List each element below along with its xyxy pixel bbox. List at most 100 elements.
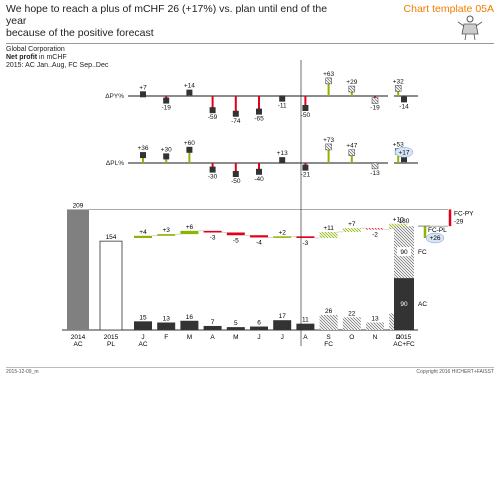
month-bar	[250, 326, 268, 330]
delta-py-pin-label: -74	[231, 118, 241, 125]
plan-delta-label: +7	[348, 221, 356, 228]
delta-pl-pin-head	[325, 143, 332, 151]
result-axis-label-2: AC+FC	[393, 341, 415, 348]
plan-delta-bar	[180, 230, 199, 235]
delta-pl-pin-label: -30	[208, 174, 218, 181]
headline: We hope to reach a plus of mCHF 26 (+17%…	[6, 3, 328, 39]
chart-template-label: Chart template 05A	[403, 3, 494, 15]
delta-py-pin-head	[394, 85, 402, 92]
delta-pl-label: ΔPL%	[106, 160, 124, 167]
plan-delta-bar	[319, 231, 338, 238]
delta-py-pin-head	[279, 95, 286, 102]
delta-py-label: ΔPY%	[105, 93, 124, 100]
delta-py-pin-label: -19	[161, 105, 171, 112]
delta-pl-pin-head	[256, 168, 262, 175]
month-axis-label: F	[164, 334, 168, 341]
month-axis-label: N	[373, 334, 378, 341]
delta-pl-pin-head	[163, 153, 170, 160]
plan-delta-bar	[342, 228, 361, 232]
delta-py-pin-label: +14	[184, 83, 195, 90]
plan-delta-label: -4	[256, 239, 262, 246]
plan-delta-bar	[366, 228, 384, 230]
delta-py-pin-label: +32	[393, 78, 404, 85]
delta-pl-pin-label: +60	[184, 140, 195, 147]
delta-py-pin-head	[140, 91, 146, 98]
delta-pl-pin-label: +36	[137, 145, 148, 152]
delta-py-pin-label: -59	[208, 114, 218, 121]
fc-pl-value: +26	[429, 235, 440, 242]
result-ac-bar	[394, 278, 414, 330]
plan-total-label: 154	[106, 234, 117, 241]
delta-pl-pin-head	[186, 146, 193, 153]
delta-py-pin-label: -50	[301, 112, 311, 119]
month-bar	[366, 322, 384, 330]
month-value-label: 22	[348, 310, 356, 317]
plan-delta-bar	[203, 230, 222, 233]
delta-py-pin-label: +63	[323, 71, 334, 78]
py-axis-label-2: AC	[73, 341, 82, 348]
plan-delta-label: +2	[278, 229, 286, 236]
month-axis-label: O	[349, 334, 354, 341]
period-text: 2015: AC Jan..Aug, FC Sep..Dec	[6, 62, 109, 69]
delta-py-pin-label: -65	[254, 116, 264, 123]
plan-delta-bar	[250, 235, 268, 238]
delta-pl-total-label: +17	[398, 149, 409, 156]
plan-axis-label-1: 2015	[104, 334, 119, 341]
plan-delta-label: -2	[372, 232, 378, 239]
month-bar	[180, 320, 199, 330]
month-axis-label: M	[187, 334, 192, 341]
measure-unit: in mCHF	[37, 54, 67, 61]
plan-delta-label: +10	[393, 217, 404, 224]
delta-pl-pin-label: +30	[161, 146, 172, 153]
delta-pl-pin-label: -21	[301, 172, 311, 179]
delta-pl-pin-label: -13	[370, 170, 380, 177]
plan-delta-label: +11	[323, 225, 334, 232]
footer-date: 2015-12-09_m	[6, 369, 39, 375]
result-ac-value: 90	[400, 301, 408, 308]
delta-pl-pin-head	[348, 149, 356, 156]
delta-pl-pin-head	[371, 162, 379, 170]
py-total-bar	[67, 209, 89, 330]
plan-delta-label: -5	[233, 237, 239, 244]
result-ac-tag: AC	[418, 301, 427, 308]
month-axis-label: A	[303, 334, 308, 341]
month-axis-label: J	[257, 334, 260, 341]
month-value-label: 5	[234, 320, 238, 327]
delta-py-pin-head	[163, 97, 170, 104]
delta-py-pin-label: +7	[139, 84, 147, 91]
delta-py-pin-head	[302, 105, 309, 111]
delta-py-pin-head	[256, 108, 262, 115]
delta-py-pin-head	[325, 77, 332, 85]
month-value-label: 16	[186, 314, 194, 321]
month-axis-label: J	[141, 334, 144, 341]
month-axis-label: A	[210, 334, 215, 341]
month-bar	[203, 325, 222, 330]
month-bar	[296, 323, 315, 330]
delta-py-pin-head	[371, 97, 379, 104]
company-name: Global Corporation	[6, 46, 65, 53]
plan-delta-bar	[273, 236, 292, 238]
fc-py-value: -29	[454, 218, 464, 225]
month-bar	[134, 321, 152, 330]
footer-separator	[6, 367, 494, 368]
delta-py-pin-head	[348, 85, 356, 93]
month-value-label: 17	[279, 313, 287, 320]
month-axis-label: S	[326, 334, 331, 341]
delta-pl-pin-label: +47	[346, 143, 357, 150]
scenario-axis-label: FC	[324, 341, 333, 348]
month-bar	[319, 314, 338, 330]
plan-total-bar	[99, 240, 123, 331]
delta-py-pin-label: +29	[346, 79, 357, 86]
result-axis-label-1: 2015	[397, 334, 412, 341]
delta-py-pin-head	[186, 89, 193, 96]
month-value-label: 13	[371, 315, 379, 322]
delta-pl-total-pin-head	[401, 156, 407, 163]
plan-delta-bar	[226, 232, 245, 236]
delta-py-chart: ΔPY% +7 -19 +14 -59 -74 -65 -11 -50 +63 +29 -19 +32 -…	[105, 71, 418, 125]
logo-figure-icon	[457, 15, 483, 41]
scenario-axis-label: AC	[138, 341, 147, 348]
delta-pl-pin-label: +13	[277, 150, 288, 157]
result-fc-value-bg	[397, 247, 411, 257]
